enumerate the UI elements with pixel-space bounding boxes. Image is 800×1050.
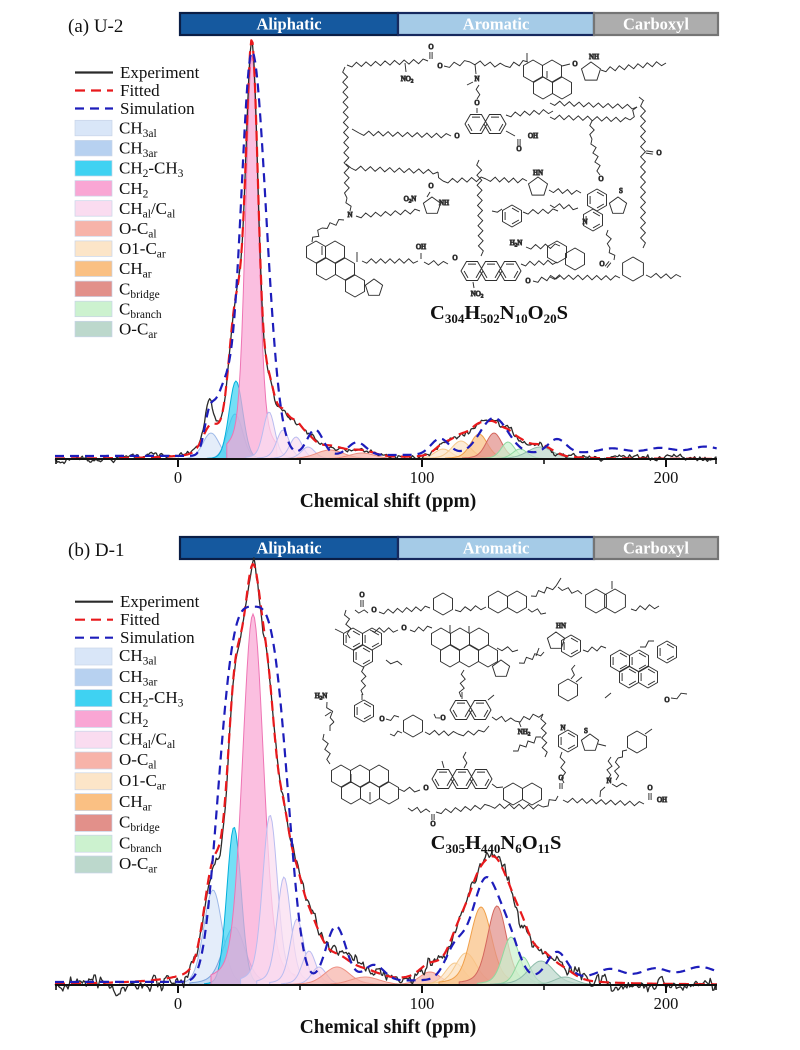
svg-text:CHal/Cal: CHal/Cal <box>119 729 175 751</box>
svg-text:CH2-CH3: CH2-CH3 <box>119 159 184 181</box>
svg-text:NH: NH <box>589 53 599 61</box>
svg-text:O: O <box>359 591 364 599</box>
svg-text:N: N <box>560 724 565 732</box>
svg-text:CH2-CH3: CH2-CH3 <box>119 688 184 710</box>
svg-text:CH2: CH2 <box>119 709 149 731</box>
svg-text:N: N <box>582 218 587 226</box>
svg-text:Simulation: Simulation <box>120 99 195 118</box>
svg-text:100: 100 <box>410 468 435 487</box>
svg-text:HN: HN <box>556 622 566 630</box>
svg-text:NH: NH <box>439 199 449 207</box>
svg-text:O-Cal: O-Cal <box>119 219 157 241</box>
svg-text:Aromatic: Aromatic <box>463 15 530 34</box>
svg-text:O: O <box>647 784 652 792</box>
svg-text:O: O <box>454 132 459 140</box>
svg-text:H2N: H2N <box>510 239 523 249</box>
svg-text:O-Car: O-Car <box>119 854 157 876</box>
svg-text:C304H502N10O20S: C304H502N10O20S <box>430 302 568 326</box>
svg-text:Fitted: Fitted <box>120 81 160 100</box>
svg-text:O: O <box>428 182 433 190</box>
svg-text:O: O <box>430 820 435 828</box>
svg-text:Carboxyl: Carboxyl <box>623 539 689 558</box>
svg-text:OH: OH <box>416 243 426 251</box>
svg-text:O: O <box>440 714 445 722</box>
svg-text:CH2: CH2 <box>119 179 149 201</box>
svg-text:Chemical shift (ppm): Chemical shift (ppm) <box>300 491 477 512</box>
svg-text:O: O <box>656 149 661 157</box>
svg-text:Experiment: Experiment <box>120 63 200 82</box>
svg-text:O: O <box>558 774 563 782</box>
svg-text:Aliphatic: Aliphatic <box>256 15 321 34</box>
svg-text:O: O <box>428 43 433 51</box>
svg-text:C305H440N6O11S: C305H440N6O11S <box>431 832 562 856</box>
svg-text:S: S <box>584 727 588 735</box>
svg-text:N: N <box>474 75 479 83</box>
svg-text:O: O <box>599 260 604 268</box>
svg-text:N: N <box>347 211 352 219</box>
svg-text:S: S <box>619 187 623 195</box>
svg-text:O: O <box>452 254 457 262</box>
svg-text:O: O <box>516 145 521 153</box>
svg-text:O: O <box>423 784 428 792</box>
svg-text:O: O <box>664 696 669 704</box>
svg-text:Fitted: Fitted <box>120 610 160 629</box>
svg-text:Simulation: Simulation <box>120 628 195 647</box>
svg-text:OH: OH <box>657 796 667 804</box>
svg-text:(a) U-2: (a) U-2 <box>68 16 123 37</box>
svg-text:O: O <box>525 277 530 285</box>
svg-text:100: 100 <box>410 994 435 1013</box>
svg-text:O: O <box>572 60 577 68</box>
svg-text:O: O <box>598 175 603 183</box>
svg-text:HN: HN <box>533 169 543 177</box>
svg-text:NH2: NH2 <box>518 728 531 738</box>
svg-text:O: O <box>437 62 442 70</box>
svg-text:NO2: NO2 <box>471 290 484 300</box>
svg-text:Aliphatic: Aliphatic <box>256 539 321 558</box>
svg-text:N: N <box>606 777 611 785</box>
svg-text:CHal/Cal: CHal/Cal <box>119 199 175 221</box>
svg-text:(b) D-1: (b) D-1 <box>68 540 124 561</box>
svg-text:O1-Car: O1-Car <box>119 239 166 261</box>
svg-text:Experiment: Experiment <box>120 592 200 611</box>
svg-text:OH: OH <box>528 132 538 140</box>
svg-text:O: O <box>401 624 406 632</box>
svg-text:Carboxyl: Carboxyl <box>623 15 689 34</box>
svg-text:200: 200 <box>654 994 679 1013</box>
svg-text:O: O <box>371 606 376 614</box>
svg-text:O-Car: O-Car <box>119 320 157 342</box>
svg-text:Cbridge: Cbridge <box>119 279 160 301</box>
svg-text:200: 200 <box>654 468 679 487</box>
svg-text:O1-Car: O1-Car <box>119 771 166 793</box>
svg-text:O: O <box>379 715 384 723</box>
svg-text:O-Cal: O-Cal <box>119 750 157 772</box>
svg-text:0: 0 <box>174 468 182 487</box>
svg-text:0: 0 <box>174 994 182 1013</box>
svg-text:Chemical shift (ppm): Chemical shift (ppm) <box>300 1017 477 1038</box>
svg-text:H2N: H2N <box>315 692 328 702</box>
svg-text:NO2: NO2 <box>401 75 414 85</box>
svg-text:O2N: O2N <box>404 195 417 205</box>
svg-text:O: O <box>474 99 479 107</box>
svg-text:Aromatic: Aromatic <box>463 539 530 558</box>
